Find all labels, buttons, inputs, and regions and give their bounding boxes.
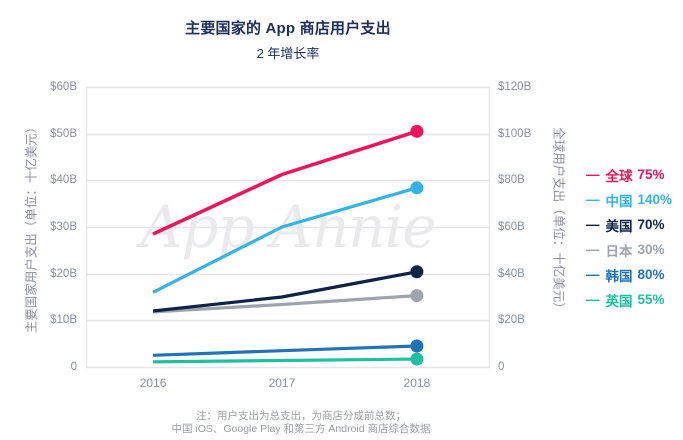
footnote: 注：用户支出为总支出，为商店分成前总数； 中国 iOS、Google Play … xyxy=(1,410,601,435)
legend-label-japan: 日本 xyxy=(605,243,633,259)
chart-title: 主要国家的 App 商店用户支出 xyxy=(185,20,391,37)
right-axis-tick: $80B xyxy=(498,174,525,186)
right-axis-tick-labels: $120B $100B $80B $60B $40B $20B 0 xyxy=(496,81,556,373)
left-axis-tick: $60B xyxy=(50,81,77,93)
series-line-usa xyxy=(152,270,418,313)
x-axis-tick-2016: 2016 xyxy=(139,376,167,390)
legend-growth-uk: 55% xyxy=(637,292,665,307)
series-endpoint-china xyxy=(410,181,424,195)
series-endpoint-usa xyxy=(410,265,424,279)
legend-swatch-china: — xyxy=(586,192,600,207)
legend-growth-japan: 30% xyxy=(637,242,665,257)
right-axis-tick: $100B xyxy=(498,128,532,140)
chart-series-canvas xyxy=(152,124,424,366)
legend-item-uk: — 英国 55% xyxy=(586,287,682,312)
legend-label-global: 全球 xyxy=(605,168,633,184)
left-axis-tick: $10B xyxy=(50,314,77,326)
legend-item-japan: — 日本 30% xyxy=(586,237,682,262)
left-axis-tick: 0 xyxy=(70,361,77,373)
x-axis-tick-labels: 2016 2017 2018 xyxy=(86,376,490,392)
legend-growth-china: 140% xyxy=(637,192,673,207)
chart-subtitle: 2 年增长率 xyxy=(256,46,320,61)
legend-item-korea: — 韩国 80% xyxy=(586,262,682,287)
legend-swatch-uk: — xyxy=(586,292,600,307)
right-axis-tick: 0 xyxy=(498,361,505,373)
chart-gridlines xyxy=(85,86,491,369)
left-axis-tick: $50B xyxy=(50,128,77,140)
x-axis-tick-2017: 2017 xyxy=(268,376,296,390)
series-line-japan xyxy=(152,294,417,314)
series-endpoint-global xyxy=(410,124,424,138)
legend-swatch-japan: — xyxy=(586,242,600,257)
legend-swatch-global: — xyxy=(586,167,600,182)
left-axis-tick: $30B xyxy=(50,221,77,233)
right-axis-tick: $20B xyxy=(498,314,525,326)
legend-growth-korea: 80% xyxy=(637,267,665,282)
series-endpoint-japan xyxy=(410,289,424,303)
footnote-line-2: 中国 iOS、Google Play 和第三方 Android 商店综合数据 xyxy=(171,422,431,435)
series-endpoint-korea xyxy=(410,339,424,353)
chart-legend: — 全球 75% — 中国 140% — 美国 70% — 日本 30% — 韩国 80% — 英国 55% xyxy=(586,162,682,312)
legend-swatch-korea: — xyxy=(586,267,600,282)
legend-label-usa: 美国 xyxy=(605,218,633,234)
series-endpoint-uk xyxy=(410,352,424,366)
legend-label-uk: 英国 xyxy=(605,293,633,309)
right-axis-tick: $60B xyxy=(498,221,525,233)
legend-growth-global: 75% xyxy=(637,167,665,182)
left-axis-tick-labels: $60B $50B $40B $30B $20B $10B 0 xyxy=(0,81,80,373)
legend-swatch-usa: — xyxy=(586,217,600,232)
left-axis-tick: $20B xyxy=(50,268,77,280)
title-block: 主要国家的 App 商店用户支出 2 年增长率 xyxy=(86,17,490,62)
right-axis-tick: $40B xyxy=(498,268,525,280)
series-line-china xyxy=(152,186,418,294)
legend-label-china: 中国 xyxy=(605,193,633,209)
series-line-global xyxy=(152,129,418,236)
footnote-line-1: 注：用户支出为总支出，为商店分成前总数； xyxy=(196,410,406,422)
legend-growth-usa: 70% xyxy=(637,217,665,232)
legend-item-usa: — 美国 70% xyxy=(586,212,682,237)
legend-label-korea: 韩国 xyxy=(605,268,633,284)
legend-item-global: — 全球 75% xyxy=(586,162,682,187)
x-axis-tick-2018: 2018 xyxy=(403,376,431,390)
series-line-uk xyxy=(153,357,417,364)
legend-item-china: — 中国 140% xyxy=(586,187,682,212)
right-axis-tick: $120B xyxy=(498,81,532,93)
series-line-korea xyxy=(153,344,417,357)
left-axis-tick: $40B xyxy=(50,174,77,186)
